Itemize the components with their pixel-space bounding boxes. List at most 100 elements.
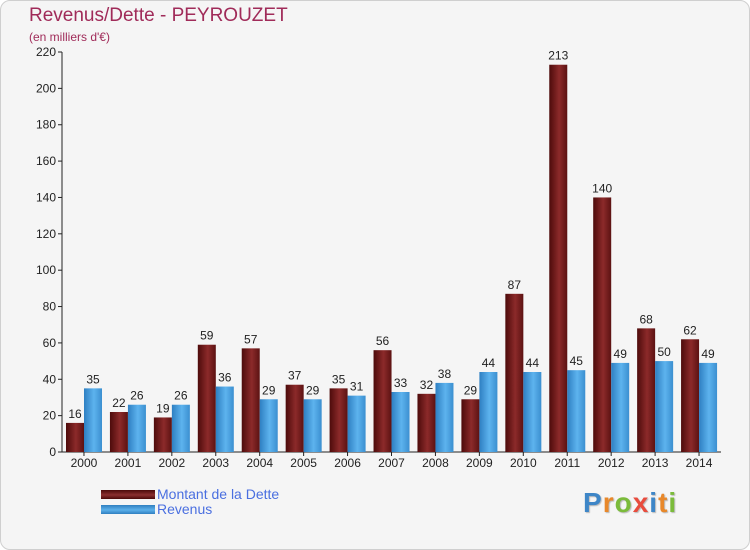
x-tick-label: 2007: [378, 456, 405, 470]
data-label-debt-2009: 29: [464, 383, 478, 397]
bar-debt-2009: [461, 399, 480, 452]
x-tick-label: 2008: [422, 456, 449, 470]
x-tick-label: 2011: [554, 456, 580, 470]
data-label-revenue-2011: 45: [570, 354, 584, 368]
data-label-debt-2004: 57: [244, 332, 258, 346]
bar-revenue-2004: [259, 399, 278, 452]
data-label-debt-2002: 19: [156, 401, 170, 415]
data-label-debt-2006: 35: [332, 372, 346, 386]
y-tick-label: 80: [43, 300, 57, 314]
data-label-revenue-2002: 26: [174, 389, 188, 403]
legend-swatch-debt: [101, 490, 155, 499]
bar-revenue-2009: [479, 372, 498, 452]
data-label-debt-2003: 59: [200, 329, 214, 343]
data-label-debt-2005: 37: [288, 369, 302, 383]
data-label-debt-2008: 32: [420, 378, 434, 392]
legend-label-debt: Montant de la Dette: [157, 486, 280, 502]
bar-revenue-2014: [699, 362, 718, 452]
x-tick-label: 2005: [290, 456, 317, 470]
x-tick-label: 2001: [115, 456, 142, 470]
data-label-debt-2001: 22: [112, 396, 126, 410]
data-label-revenue-2013: 50: [657, 345, 671, 359]
y-tick-label: 60: [43, 336, 57, 350]
logo-letter: t: [658, 487, 669, 518]
y-tick-label: 140: [36, 190, 56, 204]
bar-debt-2008: [417, 393, 436, 452]
data-label-revenue-2012: 49: [614, 347, 628, 361]
data-label-revenue-2006: 31: [350, 380, 364, 394]
bar-debt-2006: [329, 388, 348, 452]
bar-revenue-2000: [84, 388, 102, 452]
bar-revenue-2006: [347, 395, 366, 452]
bar-revenue-2012: [611, 362, 630, 452]
legend-swatch-revenue: [101, 505, 155, 514]
bar-debt-2011: [549, 64, 568, 453]
data-label-revenue-2008: 38: [438, 367, 452, 381]
bar-debt-2002: [153, 417, 172, 452]
logo-letter: o: [614, 487, 633, 518]
x-tick-label: 2000: [71, 456, 98, 470]
bar-debt-2000: [66, 422, 84, 452]
logo-letter: r: [602, 487, 615, 518]
x-tick-label: 2006: [334, 456, 361, 470]
bar-revenue-2002: [171, 404, 190, 452]
data-label-revenue-2003: 36: [218, 371, 232, 385]
bar-revenue-2008: [435, 382, 454, 452]
y-tick-label: 40: [43, 372, 57, 386]
proxiti-logo: Proxiti: [583, 487, 677, 519]
data-label-debt-2012: 140: [592, 181, 612, 195]
bar-debt-2003: [197, 344, 216, 452]
chart-title: Revenus/Dette - PEYROUZET: [29, 5, 288, 26]
data-label-revenue-2009: 44: [482, 356, 496, 370]
y-tick-label: 0: [49, 445, 56, 459]
x-tick-label: 2010: [510, 456, 537, 470]
data-label-revenue-2000: 35: [86, 372, 100, 386]
y-tick-label: 200: [36, 81, 56, 95]
chart-subtitle: (en milliers d'€): [29, 30, 110, 44]
data-label-revenue-2001: 26: [130, 389, 144, 403]
bar-debt-2010: [505, 293, 524, 452]
data-label-debt-2010: 87: [508, 278, 522, 292]
bar-debt-2001: [109, 412, 128, 452]
bar-debt-2014: [681, 339, 700, 452]
data-label-debt-2014: 62: [683, 323, 697, 337]
logo-letter: P: [583, 487, 603, 518]
bar-revenue-2007: [391, 392, 410, 452]
x-tick-label: 2014: [686, 456, 713, 470]
y-tick-label: 20: [43, 409, 57, 423]
y-tick-label: 100: [36, 263, 56, 277]
x-tick-label: 2002: [158, 456, 185, 470]
bar-revenue-2010: [523, 372, 542, 452]
data-label-revenue-2010: 44: [526, 356, 540, 370]
bar-debt-2005: [285, 384, 304, 452]
data-label-revenue-2004: 29: [262, 383, 276, 397]
logo-letter: x: [632, 487, 650, 518]
logo-letter: i: [649, 487, 659, 518]
x-tick-label: 2013: [642, 456, 669, 470]
bar-debt-2013: [637, 328, 656, 452]
data-label-revenue-2007: 33: [394, 376, 408, 390]
data-label-revenue-2014: 49: [701, 347, 715, 361]
logo-letter: i: [668, 487, 678, 518]
data-label-revenue-2005: 29: [306, 383, 320, 397]
x-tick-label: 2003: [202, 456, 229, 470]
y-tick-label: 180: [36, 118, 56, 132]
bar-revenue-2011: [567, 370, 586, 452]
bar-debt-2004: [241, 348, 260, 452]
y-tick-label: 120: [36, 227, 56, 241]
bar-revenue-2003: [215, 386, 234, 452]
bar-revenue-2005: [303, 399, 322, 452]
data-label-debt-2007: 56: [376, 334, 390, 348]
data-label-debt-2013: 68: [639, 312, 653, 326]
x-tick-label: 2012: [598, 456, 625, 470]
bar-revenue-2013: [655, 361, 674, 452]
bar-debt-2012: [593, 197, 612, 452]
data-label-debt-2011: 213: [548, 49, 568, 63]
y-tick-label: 220: [36, 45, 56, 59]
data-label-debt-2000: 16: [68, 407, 82, 421]
bar-revenue-2001: [127, 404, 146, 452]
legend-label-revenue: Revenus: [157, 501, 213, 517]
x-tick-label: 2009: [466, 456, 493, 470]
